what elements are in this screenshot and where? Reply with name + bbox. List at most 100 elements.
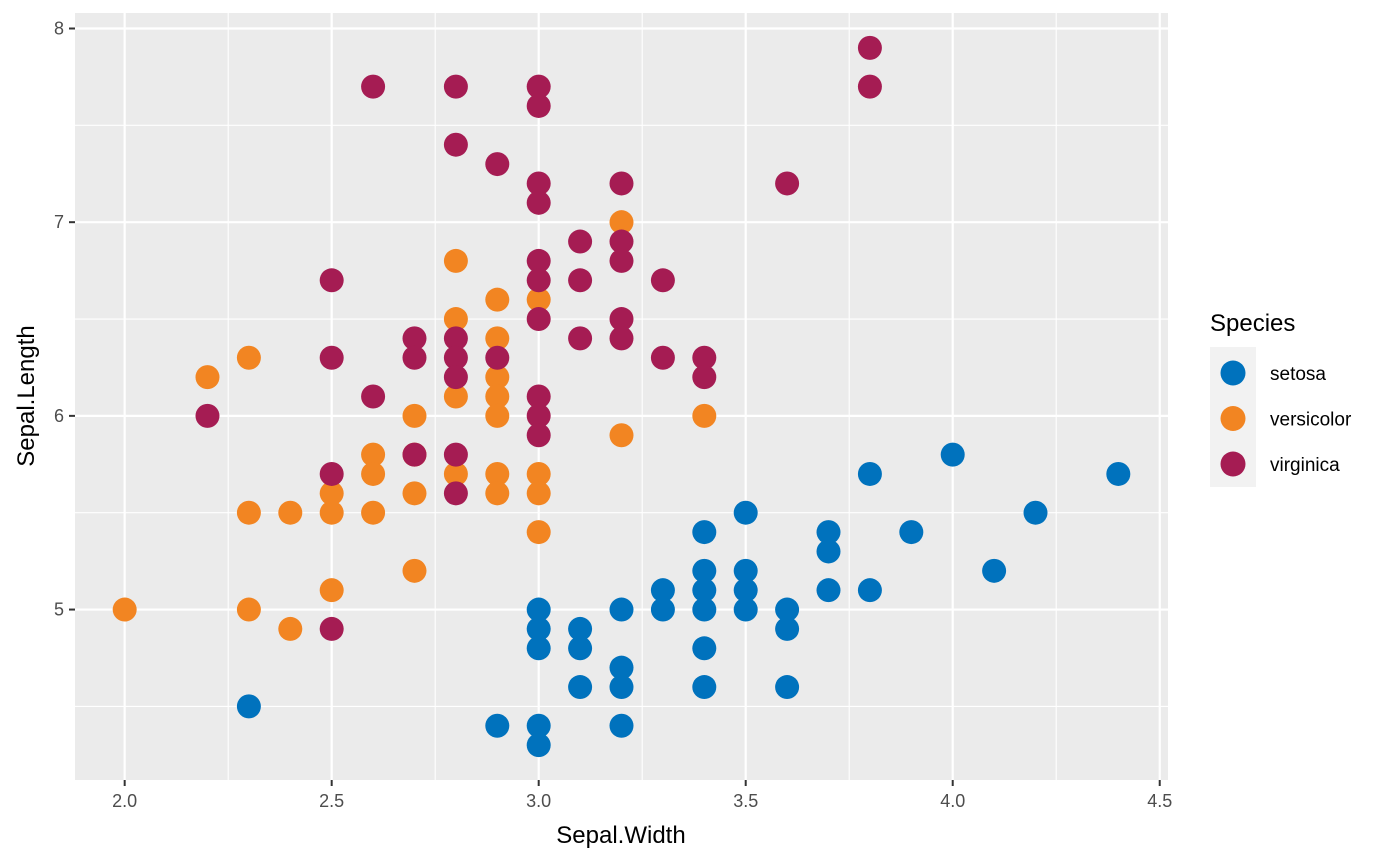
data-point-versicolor [609,210,634,235]
data-point-versicolor [609,423,634,448]
data-point-setosa [692,578,717,603]
data-point-setosa [733,597,758,622]
data-point-virginica [361,74,386,99]
x-axis-title: Sepal.Width [556,822,685,849]
data-point-setosa [775,675,800,700]
data-point-virginica [526,423,551,448]
data-point-setosa [526,733,551,758]
data-point-setosa [692,558,717,583]
data-point-setosa [982,558,1007,583]
data-point-setosa [526,616,551,641]
data-point-virginica [775,171,800,196]
legend: Species setosa versicolor virginica [1210,310,1352,487]
x-tick-label: 2.0 [112,791,137,811]
data-point-virginica [361,384,386,409]
legend-key-virginica [1220,451,1246,477]
data-point-virginica [526,268,551,293]
data-point-setosa [857,578,882,603]
data-point-virginica [857,35,882,60]
data-point-versicolor [526,481,551,506]
legend-label-setosa: setosa [1270,364,1326,385]
y-tick-label: 8 [54,18,64,38]
data-point-versicolor [485,326,510,351]
data-points [112,35,1131,758]
data-point-setosa [650,578,675,603]
legend-key-setosa [1220,360,1246,386]
data-point-versicolor [402,558,427,583]
data-point-virginica [650,345,675,370]
data-point-setosa [526,636,551,661]
data-point-virginica [195,403,220,428]
data-point-versicolor [361,461,386,486]
data-point-setosa [609,597,634,622]
data-point-virginica [526,93,551,118]
x-tick-label: 4.0 [940,791,965,811]
data-point-versicolor [112,597,137,622]
data-point-setosa [650,597,675,622]
data-point-setosa [775,597,800,622]
data-point-setosa [692,675,717,700]
data-point-setosa [940,442,965,467]
data-point-virginica [609,171,634,196]
data-point-versicolor [485,403,510,428]
data-point-setosa [857,461,882,486]
data-point-versicolor [236,500,261,525]
data-point-setosa [692,520,717,545]
data-point-virginica [485,345,510,370]
data-point-versicolor [692,403,717,428]
data-point-versicolor [361,500,386,525]
data-point-versicolor [278,500,303,525]
y-axis-title: Sepal.Length [13,325,40,466]
data-point-versicolor [402,481,427,506]
data-point-versicolor [526,520,551,545]
plot-panel [75,13,1168,780]
data-point-versicolor [443,307,468,332]
data-point-setosa [1023,500,1048,525]
data-point-versicolor [526,461,551,486]
data-point-virginica [650,268,675,293]
data-point-versicolor [526,287,551,312]
legend-items: setosa versicolor virginica [1220,360,1352,477]
data-point-virginica [526,307,551,332]
legend-title: Species [1210,310,1295,337]
data-point-setosa [568,675,593,700]
data-point-virginica [443,326,468,351]
data-point-setosa [568,636,593,661]
grid-minor [75,13,1168,780]
data-point-versicolor [319,500,344,525]
x-tick-label: 3.0 [526,791,551,811]
data-point-virginica [526,384,551,409]
data-point-setosa [692,636,717,661]
data-point-virginica [319,268,344,293]
data-point-virginica [526,248,551,273]
data-point-versicolor [485,287,510,312]
data-point-virginica [526,403,551,428]
data-point-setosa [733,500,758,525]
data-point-virginica [402,345,427,370]
y-tick-label: 7 [54,212,64,232]
y-tick-label: 6 [54,406,64,426]
data-point-setosa [568,616,593,641]
data-point-virginica [568,268,593,293]
data-point-virginica [319,461,344,486]
data-point-setosa [733,578,758,603]
data-point-setosa [733,558,758,583]
x-tick-label: 2.5 [319,791,344,811]
data-point-setosa [816,520,841,545]
data-point-setosa [692,597,717,622]
data-point-versicolor [485,481,510,506]
data-point-virginica [568,326,593,351]
data-point-versicolor [319,481,344,506]
y-axis: 5 6 7 8 [54,18,75,620]
data-point-versicolor [319,578,344,603]
data-point-virginica [526,74,551,99]
data-point-setosa [609,713,634,738]
data-point-versicolor [236,345,261,370]
data-point-setosa [485,713,510,738]
data-point-setosa [899,520,924,545]
data-point-setosa [775,616,800,641]
data-point-virginica [692,345,717,370]
data-point-versicolor [361,442,386,467]
data-point-virginica [319,345,344,370]
legend-label-virginica: virginica [1270,455,1340,476]
